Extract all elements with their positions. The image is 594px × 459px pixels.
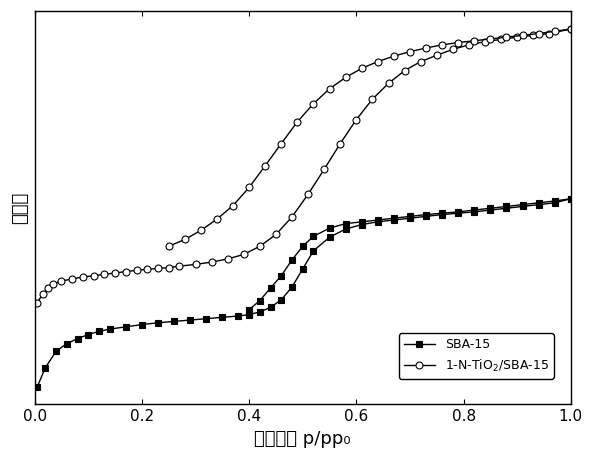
Y-axis label: 吸附量: 吸附量 xyxy=(11,192,29,224)
1-N-TiO$_2$/SBA-15 xyxy=(305,191,312,197)
1-N-TiO$_2$/SBA-15 xyxy=(192,262,199,267)
1-N-TiO$_2$/SBA-15 xyxy=(256,244,263,249)
1-N-TiO$_2$/SBA-15 xyxy=(224,256,231,262)
Line: SBA-15: SBA-15 xyxy=(34,196,574,389)
SBA-15 xyxy=(438,212,446,217)
SBA-15 xyxy=(390,217,397,223)
SBA-15 xyxy=(170,319,178,324)
1-N-TiO$_2$/SBA-15 xyxy=(90,273,97,279)
1-N-TiO$_2$/SBA-15 xyxy=(337,141,344,146)
1-N-TiO$_2$/SBA-15 xyxy=(69,276,76,282)
1-N-TiO$_2$/SBA-15 xyxy=(482,39,489,45)
SBA-15 xyxy=(567,196,574,202)
SBA-15 xyxy=(187,317,194,323)
SBA-15 xyxy=(503,206,510,211)
SBA-15 xyxy=(154,320,162,325)
SBA-15 xyxy=(487,207,494,213)
1-N-TiO$_2$/SBA-15 xyxy=(176,263,183,269)
SBA-15 xyxy=(219,314,226,320)
1-N-TiO$_2$/SBA-15 xyxy=(498,37,505,42)
SBA-15 xyxy=(267,305,274,310)
SBA-15 xyxy=(358,222,365,227)
1-N-TiO$_2$/SBA-15 xyxy=(546,31,553,36)
1-N-TiO$_2$/SBA-15 xyxy=(101,272,108,277)
X-axis label: 相对压力 p/pp₀: 相对压力 p/pp₀ xyxy=(254,430,351,448)
SBA-15 xyxy=(299,266,307,272)
SBA-15 xyxy=(122,324,129,330)
SBA-15 xyxy=(326,235,333,240)
SBA-15 xyxy=(203,316,210,321)
SBA-15 xyxy=(42,365,49,370)
SBA-15 xyxy=(256,309,263,315)
SBA-15 xyxy=(138,322,146,327)
1-N-TiO$_2$/SBA-15 xyxy=(401,68,408,73)
SBA-15 xyxy=(454,211,462,216)
1-N-TiO$_2$/SBA-15 xyxy=(165,265,172,270)
SBA-15 xyxy=(52,348,59,354)
1-N-TiO$_2$/SBA-15 xyxy=(369,96,376,102)
1-N-TiO$_2$/SBA-15 xyxy=(289,214,296,219)
SBA-15 xyxy=(310,248,317,253)
SBA-15 xyxy=(406,215,413,221)
SBA-15 xyxy=(551,200,558,206)
SBA-15 xyxy=(519,204,526,209)
1-N-TiO$_2$/SBA-15 xyxy=(240,252,247,257)
SBA-15 xyxy=(278,297,285,302)
1-N-TiO$_2$/SBA-15 xyxy=(433,52,440,58)
1-N-TiO$_2$/SBA-15 xyxy=(449,47,456,52)
SBA-15 xyxy=(85,332,92,337)
Line: 1-N-TiO$_2$/SBA-15: 1-N-TiO$_2$/SBA-15 xyxy=(34,26,574,306)
SBA-15 xyxy=(535,202,542,207)
SBA-15 xyxy=(74,336,81,341)
SBA-15 xyxy=(106,326,113,332)
1-N-TiO$_2$/SBA-15 xyxy=(465,42,472,48)
SBA-15 xyxy=(289,284,296,290)
1-N-TiO$_2$/SBA-15 xyxy=(385,81,392,86)
1-N-TiO$_2$/SBA-15 xyxy=(353,117,360,122)
1-N-TiO$_2$/SBA-15 xyxy=(530,33,537,38)
SBA-15 xyxy=(245,312,252,317)
1-N-TiO$_2$/SBA-15 xyxy=(514,34,521,40)
1-N-TiO$_2$/SBA-15 xyxy=(112,270,119,276)
SBA-15 xyxy=(34,384,41,389)
SBA-15 xyxy=(64,341,71,347)
Legend: SBA-15, 1-N-TiO$_2$/SBA-15: SBA-15, 1-N-TiO$_2$/SBA-15 xyxy=(399,333,554,379)
1-N-TiO$_2$/SBA-15 xyxy=(208,259,215,265)
1-N-TiO$_2$/SBA-15 xyxy=(273,232,280,237)
1-N-TiO$_2$/SBA-15 xyxy=(154,266,162,271)
SBA-15 xyxy=(96,329,103,334)
1-N-TiO$_2$/SBA-15 xyxy=(50,281,57,286)
SBA-15 xyxy=(471,209,478,215)
1-N-TiO$_2$/SBA-15 xyxy=(133,268,140,273)
1-N-TiO$_2$/SBA-15 xyxy=(58,278,65,284)
SBA-15 xyxy=(422,213,429,219)
1-N-TiO$_2$/SBA-15 xyxy=(122,269,129,274)
1-N-TiO$_2$/SBA-15 xyxy=(144,267,151,272)
SBA-15 xyxy=(374,219,381,224)
1-N-TiO$_2$/SBA-15 xyxy=(80,274,87,280)
SBA-15 xyxy=(342,226,349,232)
1-N-TiO$_2$/SBA-15 xyxy=(417,59,424,64)
1-N-TiO$_2$/SBA-15 xyxy=(45,285,52,291)
1-N-TiO$_2$/SBA-15 xyxy=(39,291,46,297)
1-N-TiO$_2$/SBA-15 xyxy=(321,167,328,172)
1-N-TiO$_2$/SBA-15 xyxy=(567,26,574,32)
1-N-TiO$_2$/SBA-15 xyxy=(34,300,41,306)
SBA-15 xyxy=(235,313,242,319)
